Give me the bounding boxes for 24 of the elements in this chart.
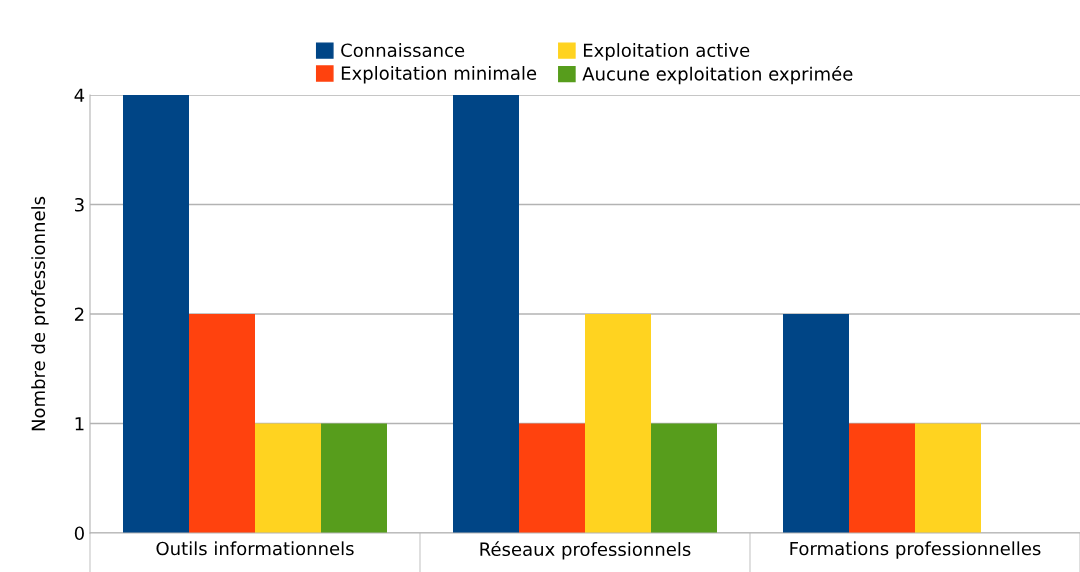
- y-tick-label: 0: [74, 526, 84, 541]
- y-tick-label: 2: [74, 307, 84, 321]
- bar: [123, 95, 189, 533]
- bar: [849, 423, 915, 533]
- bar: [585, 314, 651, 533]
- legend-label: Exploitation active: [583, 43, 750, 61]
- legend-label: Connaissance: [341, 43, 465, 58]
- y-tick-label: 3: [75, 197, 84, 212]
- bar: [453, 95, 519, 533]
- x-tick-label: Formations professionnelles: [790, 541, 1041, 559]
- x-tick-label: Réseaux professionnels: [480, 541, 691, 560]
- x-tick-label: Outils informationnels: [156, 541, 354, 556]
- y-tick-label: 4: [74, 88, 85, 102]
- bar: [915, 423, 981, 533]
- bar: [189, 314, 255, 533]
- legend-label: Aucune exploitation exprimée: [582, 65, 853, 85]
- bar: [321, 423, 387, 533]
- y-tick-label: 1: [75, 417, 84, 431]
- bar: [519, 423, 585, 533]
- legend-label: Exploitation minimale: [341, 65, 537, 84]
- bar: [651, 423, 717, 533]
- y-axis-title: Nombre de professionnels: [31, 196, 49, 431]
- bar: [255, 423, 321, 533]
- bar: [783, 314, 849, 533]
